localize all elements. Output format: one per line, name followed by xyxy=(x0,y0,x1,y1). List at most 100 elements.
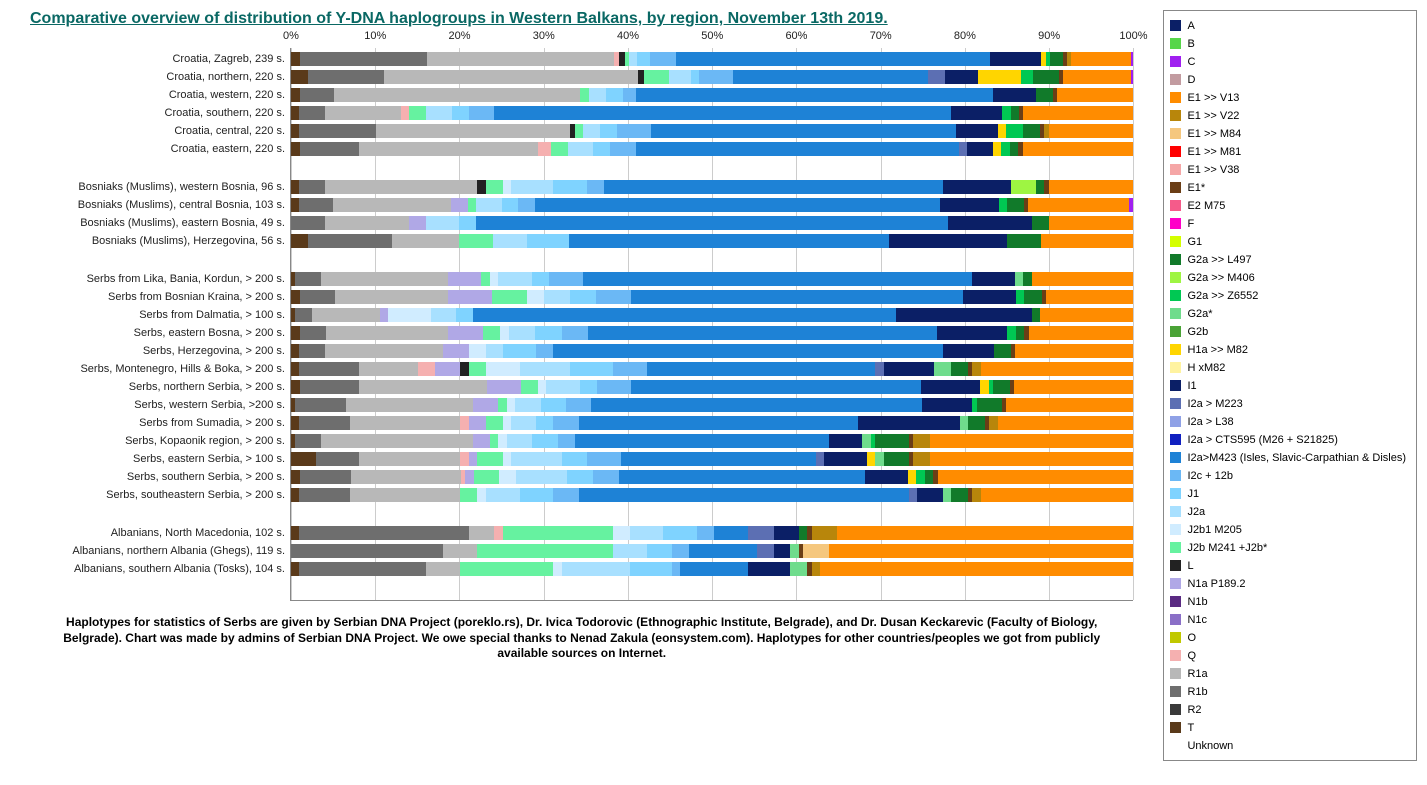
bar-segment xyxy=(613,526,630,540)
bar-segment xyxy=(867,452,875,466)
bar-row: Serbs from Sumadia, > 200 s. xyxy=(291,416,1133,430)
legend-label: N1c xyxy=(1187,614,1207,626)
bar-segment xyxy=(1011,106,1019,120)
bar-segment xyxy=(532,272,549,286)
legend-swatch xyxy=(1170,182,1181,193)
legend-item: O xyxy=(1170,629,1406,646)
bar-segment xyxy=(291,362,299,376)
legend-swatch xyxy=(1170,614,1181,625)
bar-segment xyxy=(1016,326,1025,340)
axis-tick-label: 20% xyxy=(448,30,470,42)
bar-segment xyxy=(299,124,375,138)
bar-segment xyxy=(820,562,1133,576)
bar-segment xyxy=(527,234,569,248)
bar-segment xyxy=(418,362,435,376)
bar-segment xyxy=(515,398,540,412)
legend-label: Unknown xyxy=(1187,740,1233,752)
bar-segment xyxy=(774,544,791,558)
bar-segment xyxy=(824,452,866,466)
bar-segment xyxy=(503,526,613,540)
bar-segment xyxy=(606,88,623,102)
chart-title: Comparative overview of distribution of … xyxy=(30,10,1153,28)
axis-tick-label: 10% xyxy=(364,30,386,42)
bar-segment xyxy=(1007,234,1041,248)
bar-segment xyxy=(476,198,501,212)
legend-label: F xyxy=(1187,218,1194,230)
bar-segment xyxy=(312,308,380,322)
row-label: Serbs from Dalmatia, > 100 s. xyxy=(139,308,291,322)
bar-segment xyxy=(1002,106,1010,120)
bar-segment xyxy=(908,470,917,484)
bar-segment xyxy=(511,452,562,466)
legend-item: E1 >> V38 xyxy=(1170,161,1406,178)
legend-item: I2a > CTS595 (M26 + S21825) xyxy=(1170,431,1406,448)
bar-segment xyxy=(596,290,631,304)
bar-segment xyxy=(291,142,300,156)
bar-row: Serbs, Herzegovina, > 200 s. xyxy=(291,344,1133,358)
bar-segment xyxy=(829,544,1134,558)
bar-segment xyxy=(334,88,581,102)
legend-label: G2a* xyxy=(1187,308,1212,320)
bar-segment xyxy=(1010,142,1019,156)
bar-segment xyxy=(541,398,566,412)
bar-segment xyxy=(359,452,461,466)
legend-item: I2a>M423 (Isles, Slavic-Carpathian & Dis… xyxy=(1170,449,1406,466)
bar-segment xyxy=(351,470,462,484)
bar-segment xyxy=(299,198,333,212)
bar-segment xyxy=(300,142,360,156)
bar-segment xyxy=(1032,272,1134,286)
legend-item: F xyxy=(1170,215,1406,232)
bar-segment xyxy=(291,52,300,66)
bar-segment xyxy=(291,380,300,394)
bar-segment xyxy=(963,290,1015,304)
bar-segment xyxy=(913,434,930,448)
bar-segment xyxy=(291,216,325,230)
bar-segment xyxy=(884,452,909,466)
bar-row: Serbs, southern Serbia, > 200 s. xyxy=(291,470,1133,484)
legend-label: C xyxy=(1187,56,1195,68)
legend-item: H1a >> M82 xyxy=(1170,341,1406,358)
legend-item: I2a > M223 xyxy=(1170,395,1406,412)
bar-segment xyxy=(1071,52,1131,66)
bar-segment xyxy=(575,434,829,448)
bar-segment xyxy=(553,416,578,430)
bar-segment xyxy=(380,308,388,322)
row-label: Croatia, northern, 220 s. xyxy=(166,70,291,84)
bar-segment xyxy=(588,326,937,340)
bar-segment xyxy=(473,434,490,448)
bar-segment xyxy=(477,488,485,502)
bar-segment xyxy=(1023,106,1133,120)
bar-segment xyxy=(1007,198,1024,212)
bar-segment xyxy=(546,380,580,394)
legend-item: E1 >> M81 xyxy=(1170,143,1406,160)
bar-segment xyxy=(917,488,942,502)
row-label: Serbs, Kopaonik region, > 200 s. xyxy=(125,434,291,448)
bar-segment xyxy=(960,416,968,430)
bar-segment xyxy=(562,452,587,466)
bar-segment xyxy=(610,142,636,156)
bar-segment xyxy=(943,180,1011,194)
bar-segment xyxy=(384,70,638,84)
bar-segment xyxy=(486,488,520,502)
bar-segment xyxy=(1006,398,1133,412)
bar-segment xyxy=(409,216,426,230)
row-label: Serbs, southeastern Serbia, > 200 s. xyxy=(106,488,291,502)
legend-label: G2a >> Z6552 xyxy=(1187,290,1258,302)
bar-segment xyxy=(426,562,460,576)
bar-segment xyxy=(325,216,409,230)
legend-label: N1a P189.2 xyxy=(1187,578,1245,590)
bar-segment xyxy=(1036,180,1044,194)
row-label: Albanians, North Macedonia, 102 s. xyxy=(111,526,291,540)
legend-swatch xyxy=(1170,722,1181,733)
bar-segment xyxy=(493,234,527,248)
bar-segment xyxy=(999,198,1007,212)
bar-segment xyxy=(503,452,511,466)
legend-item: C xyxy=(1170,53,1406,70)
bar-segment xyxy=(916,470,925,484)
bar-segment xyxy=(427,52,614,66)
bar-segment xyxy=(459,216,476,230)
bar-row: Serbs, northern Serbia, > 200 s. xyxy=(291,380,1133,394)
bar-segment xyxy=(500,326,509,340)
bar-segment xyxy=(473,398,498,412)
legend-item: B xyxy=(1170,35,1406,52)
